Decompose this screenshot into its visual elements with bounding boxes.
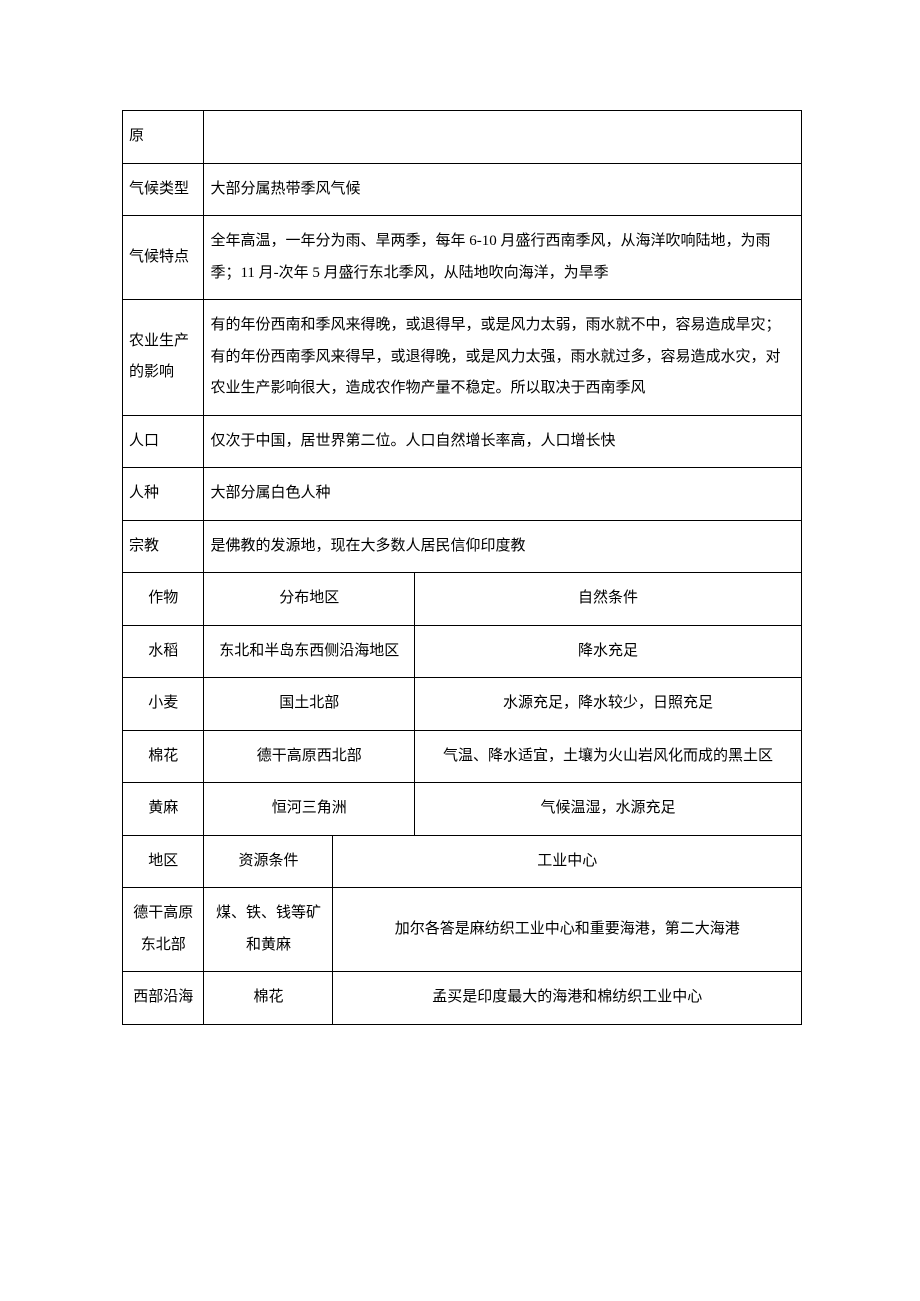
table-row: 原 [123, 111, 802, 164]
row-content [204, 111, 802, 164]
row-content: 全年高温，一年分为雨、旱两季，每年 6-10 月盛行西南季风，从海洋吹响陆地，为… [204, 216, 802, 300]
crop-region: 国土北部 [204, 678, 414, 731]
row-label: 人种 [123, 468, 204, 521]
table-row: 气候特点 全年高温，一年分为雨、旱两季，每年 6-10 月盛行西南季风，从海洋吹… [123, 216, 802, 300]
industry-center: 孟买是印度最大的海港和棉纺织工业中心 [333, 972, 802, 1025]
table-row: 人种 大部分属白色人种 [123, 468, 802, 521]
industry-row: 德干高原东北部 煤、铁、钱等矿和黄麻 加尔各答是麻纺织工业中心和重要海港，第二大… [123, 888, 802, 972]
crop-condition: 气温、降水适宜，土壤为火山岩风化而成的黑土区 [414, 730, 801, 783]
industry-header-1: 地区 [123, 835, 204, 888]
crop-name: 小麦 [123, 678, 204, 731]
crops-header-2: 分布地区 [204, 573, 414, 626]
industry-header-row: 地区 资源条件 工业中心 [123, 835, 802, 888]
industry-header-2: 资源条件 [204, 835, 333, 888]
crops-header-1: 作物 [123, 573, 204, 626]
crop-name: 棉花 [123, 730, 204, 783]
industry-row: 西部沿海 棉花 孟买是印度最大的海港和棉纺织工业中心 [123, 972, 802, 1025]
crops-row: 棉花 德干高原西北部 气温、降水适宜，土壤为火山岩风化而成的黑土区 [123, 730, 802, 783]
industry-region: 西部沿海 [123, 972, 204, 1025]
row-label: 人口 [123, 415, 204, 468]
crops-row: 小麦 国土北部 水源充足，降水较少，日照充足 [123, 678, 802, 731]
row-label: 原 [123, 111, 204, 164]
table-row: 农业生产的影响 有的年份西南和季风来得晚，或退得早，或是风力太弱，雨水就不中，容… [123, 300, 802, 416]
crop-name: 水稻 [123, 625, 204, 678]
industry-resource: 煤、铁、钱等矿和黄麻 [204, 888, 333, 972]
crop-condition: 水源充足，降水较少，日照充足 [414, 678, 801, 731]
row-label: 农业生产的影响 [123, 300, 204, 416]
row-label: 宗教 [123, 520, 204, 573]
table-row: 宗教 是佛教的发源地，现在大多数人居民信仰印度教 [123, 520, 802, 573]
crop-region: 东北和半岛东西侧沿海地区 [204, 625, 414, 678]
table-row: 气候类型 大部分属热带季风气候 [123, 163, 802, 216]
row-content: 是佛教的发源地，现在大多数人居民信仰印度教 [204, 520, 802, 573]
industry-resource: 棉花 [204, 972, 333, 1025]
crops-header-row: 作物 分布地区 自然条件 [123, 573, 802, 626]
crop-name: 黄麻 [123, 783, 204, 836]
row-content: 大部分属白色人种 [204, 468, 802, 521]
row-content: 大部分属热带季风气候 [204, 163, 802, 216]
crop-region: 德干高原西北部 [204, 730, 414, 783]
crops-header-3: 自然条件 [414, 573, 801, 626]
row-label: 气候特点 [123, 216, 204, 300]
crop-condition: 气候温湿，水源充足 [414, 783, 801, 836]
row-content: 有的年份西南和季风来得晚，或退得早，或是风力太弱，雨水就不中，容易造成旱灾；有的… [204, 300, 802, 416]
industry-region: 德干高原东北部 [123, 888, 204, 972]
crop-region: 恒河三角洲 [204, 783, 414, 836]
crop-condition: 降水充足 [414, 625, 801, 678]
crops-row: 黄麻 恒河三角洲 气候温湿，水源充足 [123, 783, 802, 836]
row-label: 气候类型 [123, 163, 204, 216]
row-content: 仅次于中国，居世界第二位。人口自然增长率高，人口增长快 [204, 415, 802, 468]
crops-row: 水稻 东北和半岛东西侧沿海地区 降水充足 [123, 625, 802, 678]
table-row: 人口 仅次于中国，居世界第二位。人口自然增长率高，人口增长快 [123, 415, 802, 468]
industry-header-3: 工业中心 [333, 835, 802, 888]
industry-center: 加尔各答是麻纺织工业中心和重要海港，第二大海港 [333, 888, 802, 972]
